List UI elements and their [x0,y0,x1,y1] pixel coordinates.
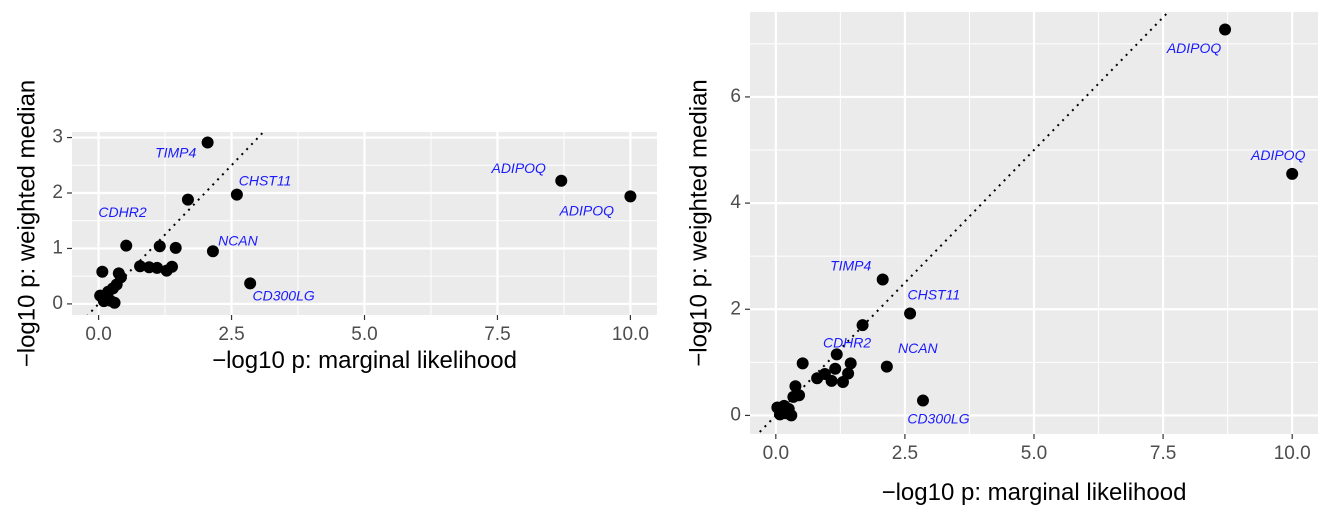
y-tick-label: 3 [52,127,63,148]
data-point [201,136,214,149]
data-point [134,260,147,273]
y-tick-label: 4 [730,192,741,213]
y-tick-label: 0 [730,404,741,425]
data-point [829,362,842,375]
data-point [555,174,568,187]
data-point [206,245,219,258]
data-point [169,241,182,254]
data-point [842,367,855,380]
data-point [785,409,798,422]
x-tick-label: 10.0 [1274,443,1311,464]
gene-label: CHST11 [907,287,960,303]
gene-label: CDHR2 [823,334,871,350]
data-point [916,394,929,407]
y-tick-label: 6 [730,86,741,107]
x-axis-title: −log10 p: marginal likelihood [882,479,1187,506]
gene-label: CD300LG [253,287,315,303]
gene-label: TIMP4 [155,144,196,160]
data-point [96,265,109,278]
data-point [1286,167,1299,180]
data-point [789,380,802,393]
gene-label: NCAN [218,233,259,249]
x-axis-title: −log10 p: marginal likelihood [212,347,517,374]
gene-label: ADIPOQ [1166,40,1222,56]
x-tick-label: 0.0 [763,443,789,464]
x-tick-label: 5.0 [351,324,377,345]
data-point [793,389,806,402]
data-point [904,307,917,320]
x-tick-label: 7.5 [1150,443,1176,464]
y-tick-label: 2 [730,298,741,319]
data-point [880,360,893,373]
y-tick-label: 2 [52,182,63,203]
identity-reference-line [86,132,265,315]
data-point [624,190,637,203]
x-tick-label: 7.5 [484,324,510,345]
data-point [153,240,166,253]
data-point [830,348,843,361]
data-point [114,271,127,284]
gene-label: TIMP4 [830,257,871,273]
x-tick-label: 10.0 [612,324,649,345]
gene-label: NCAN [898,340,939,356]
data-point [244,277,257,290]
data-point [151,261,164,274]
gene-label: ADIPOQ [559,203,615,219]
grid-lines [72,132,657,315]
data-point [165,260,178,273]
x-tick-label: 2.5 [218,324,244,345]
gene-label: ADIPOQ [1250,147,1306,163]
data-point [856,319,869,332]
data-point [825,374,838,387]
x-tick-label: 0.0 [85,324,111,345]
y-axis-title: −log10 p: weighted median [13,80,40,368]
gene-label: CDHR2 [98,204,146,220]
x-tick-label: 5.0 [1021,443,1047,464]
data-point [1219,23,1232,36]
gene-label: ADIPOQ [490,160,546,176]
data-point [181,193,194,206]
gene-label: CD300LG [907,410,969,426]
data-point [796,357,809,370]
identity-reference-line [756,12,1170,434]
data-point [844,357,857,370]
scatter-panel-1: TIMP4 CHST11 CDHR2 NCAN CD300LG ADIPOQ ADIPOQ 0… [13,80,657,374]
data-point [230,188,243,201]
scatter-panel-2: TIMP4 CHST11 CDHR2 NCAN CD300LG ADIPOQ ADIPOQ 0… [685,12,1318,506]
y-tick-label: 0 [52,293,63,314]
gene-label: CHST11 [239,173,292,189]
data-point [120,239,133,252]
data-point [108,296,121,309]
y-tick-label: 1 [52,237,63,258]
data-point [876,273,889,286]
y-axis-title: −log10 p: weighted median [685,79,712,367]
x-tick-label: 2.5 [892,443,918,464]
